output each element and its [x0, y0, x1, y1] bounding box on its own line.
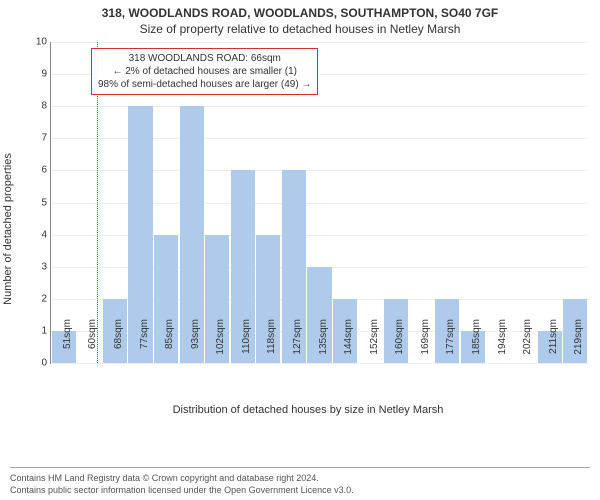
- x-tick-label: 68sqm: [113, 319, 124, 367]
- footer-line-1: Contains HM Land Registry data © Crown c…: [10, 472, 590, 484]
- x-tick-label: 51sqm: [62, 319, 73, 367]
- x-tick-label: 110sqm: [241, 319, 252, 367]
- y-tick-label: 5: [33, 197, 47, 208]
- x-tick-label: 102sqm: [215, 319, 226, 367]
- annotation-line-2: ← 2% of detached houses are smaller (1): [98, 65, 311, 78]
- chart-title-main: 318, WOODLANDS ROAD, WOODLANDS, SOUTHAMP…: [0, 0, 600, 20]
- y-tick-label: 3: [33, 261, 47, 272]
- x-tick-label: 160sqm: [394, 319, 405, 367]
- x-tick-label: 202sqm: [522, 319, 533, 367]
- y-tick-label: 10: [33, 37, 47, 48]
- x-tick-label: 144sqm: [343, 319, 354, 367]
- chart-title-sub: Size of property relative to detached ho…: [0, 20, 600, 36]
- x-tick-label: 135sqm: [318, 319, 329, 367]
- x-tick-label: 169sqm: [420, 319, 431, 367]
- y-tick-label: 2: [33, 293, 47, 304]
- x-tick-label: 219sqm: [573, 319, 584, 367]
- x-tick-label: 177sqm: [445, 319, 456, 367]
- y-tick-label: 4: [33, 229, 47, 240]
- annotation-callout: 318 WOODLANDS ROAD: 66sqm ← 2% of detach…: [91, 48, 318, 95]
- footer-line-2: Contains public sector information licen…: [10, 484, 590, 496]
- x-tick-label: 93sqm: [190, 319, 201, 367]
- x-tick-label: 77sqm: [139, 319, 150, 367]
- x-axis-label: Distribution of detached houses by size …: [28, 404, 588, 416]
- y-axis-label: Number of detached properties: [2, 153, 14, 305]
- annotation-line-1: 318 WOODLANDS ROAD: 66sqm: [98, 52, 311, 65]
- y-tick-label: 1: [33, 325, 47, 336]
- x-tick-label: 211sqm: [548, 319, 559, 367]
- plot-region: 01234567891051sqm60sqm68sqm77sqm85sqm93s…: [50, 42, 588, 364]
- x-tick-label: 118sqm: [266, 319, 277, 367]
- annotation-line-3: 98% of semi-detached houses are larger (…: [98, 78, 311, 91]
- x-tick-label: 127sqm: [292, 319, 303, 367]
- x-tick-label: 194sqm: [497, 319, 508, 367]
- x-tick-label: 185sqm: [471, 319, 482, 367]
- y-tick-label: 6: [33, 165, 47, 176]
- footer-attribution: Contains HM Land Registry data © Crown c…: [10, 467, 590, 496]
- y-tick-label: 8: [33, 101, 47, 112]
- x-tick-label: 152sqm: [369, 319, 380, 367]
- gridline: [51, 42, 588, 43]
- y-tick-label: 7: [33, 133, 47, 144]
- x-tick-label: 85sqm: [164, 319, 175, 367]
- y-tick-label: 0: [33, 358, 47, 369]
- chart-area: Number of detached properties 0123456789…: [28, 42, 588, 416]
- y-tick-label: 9: [33, 69, 47, 80]
